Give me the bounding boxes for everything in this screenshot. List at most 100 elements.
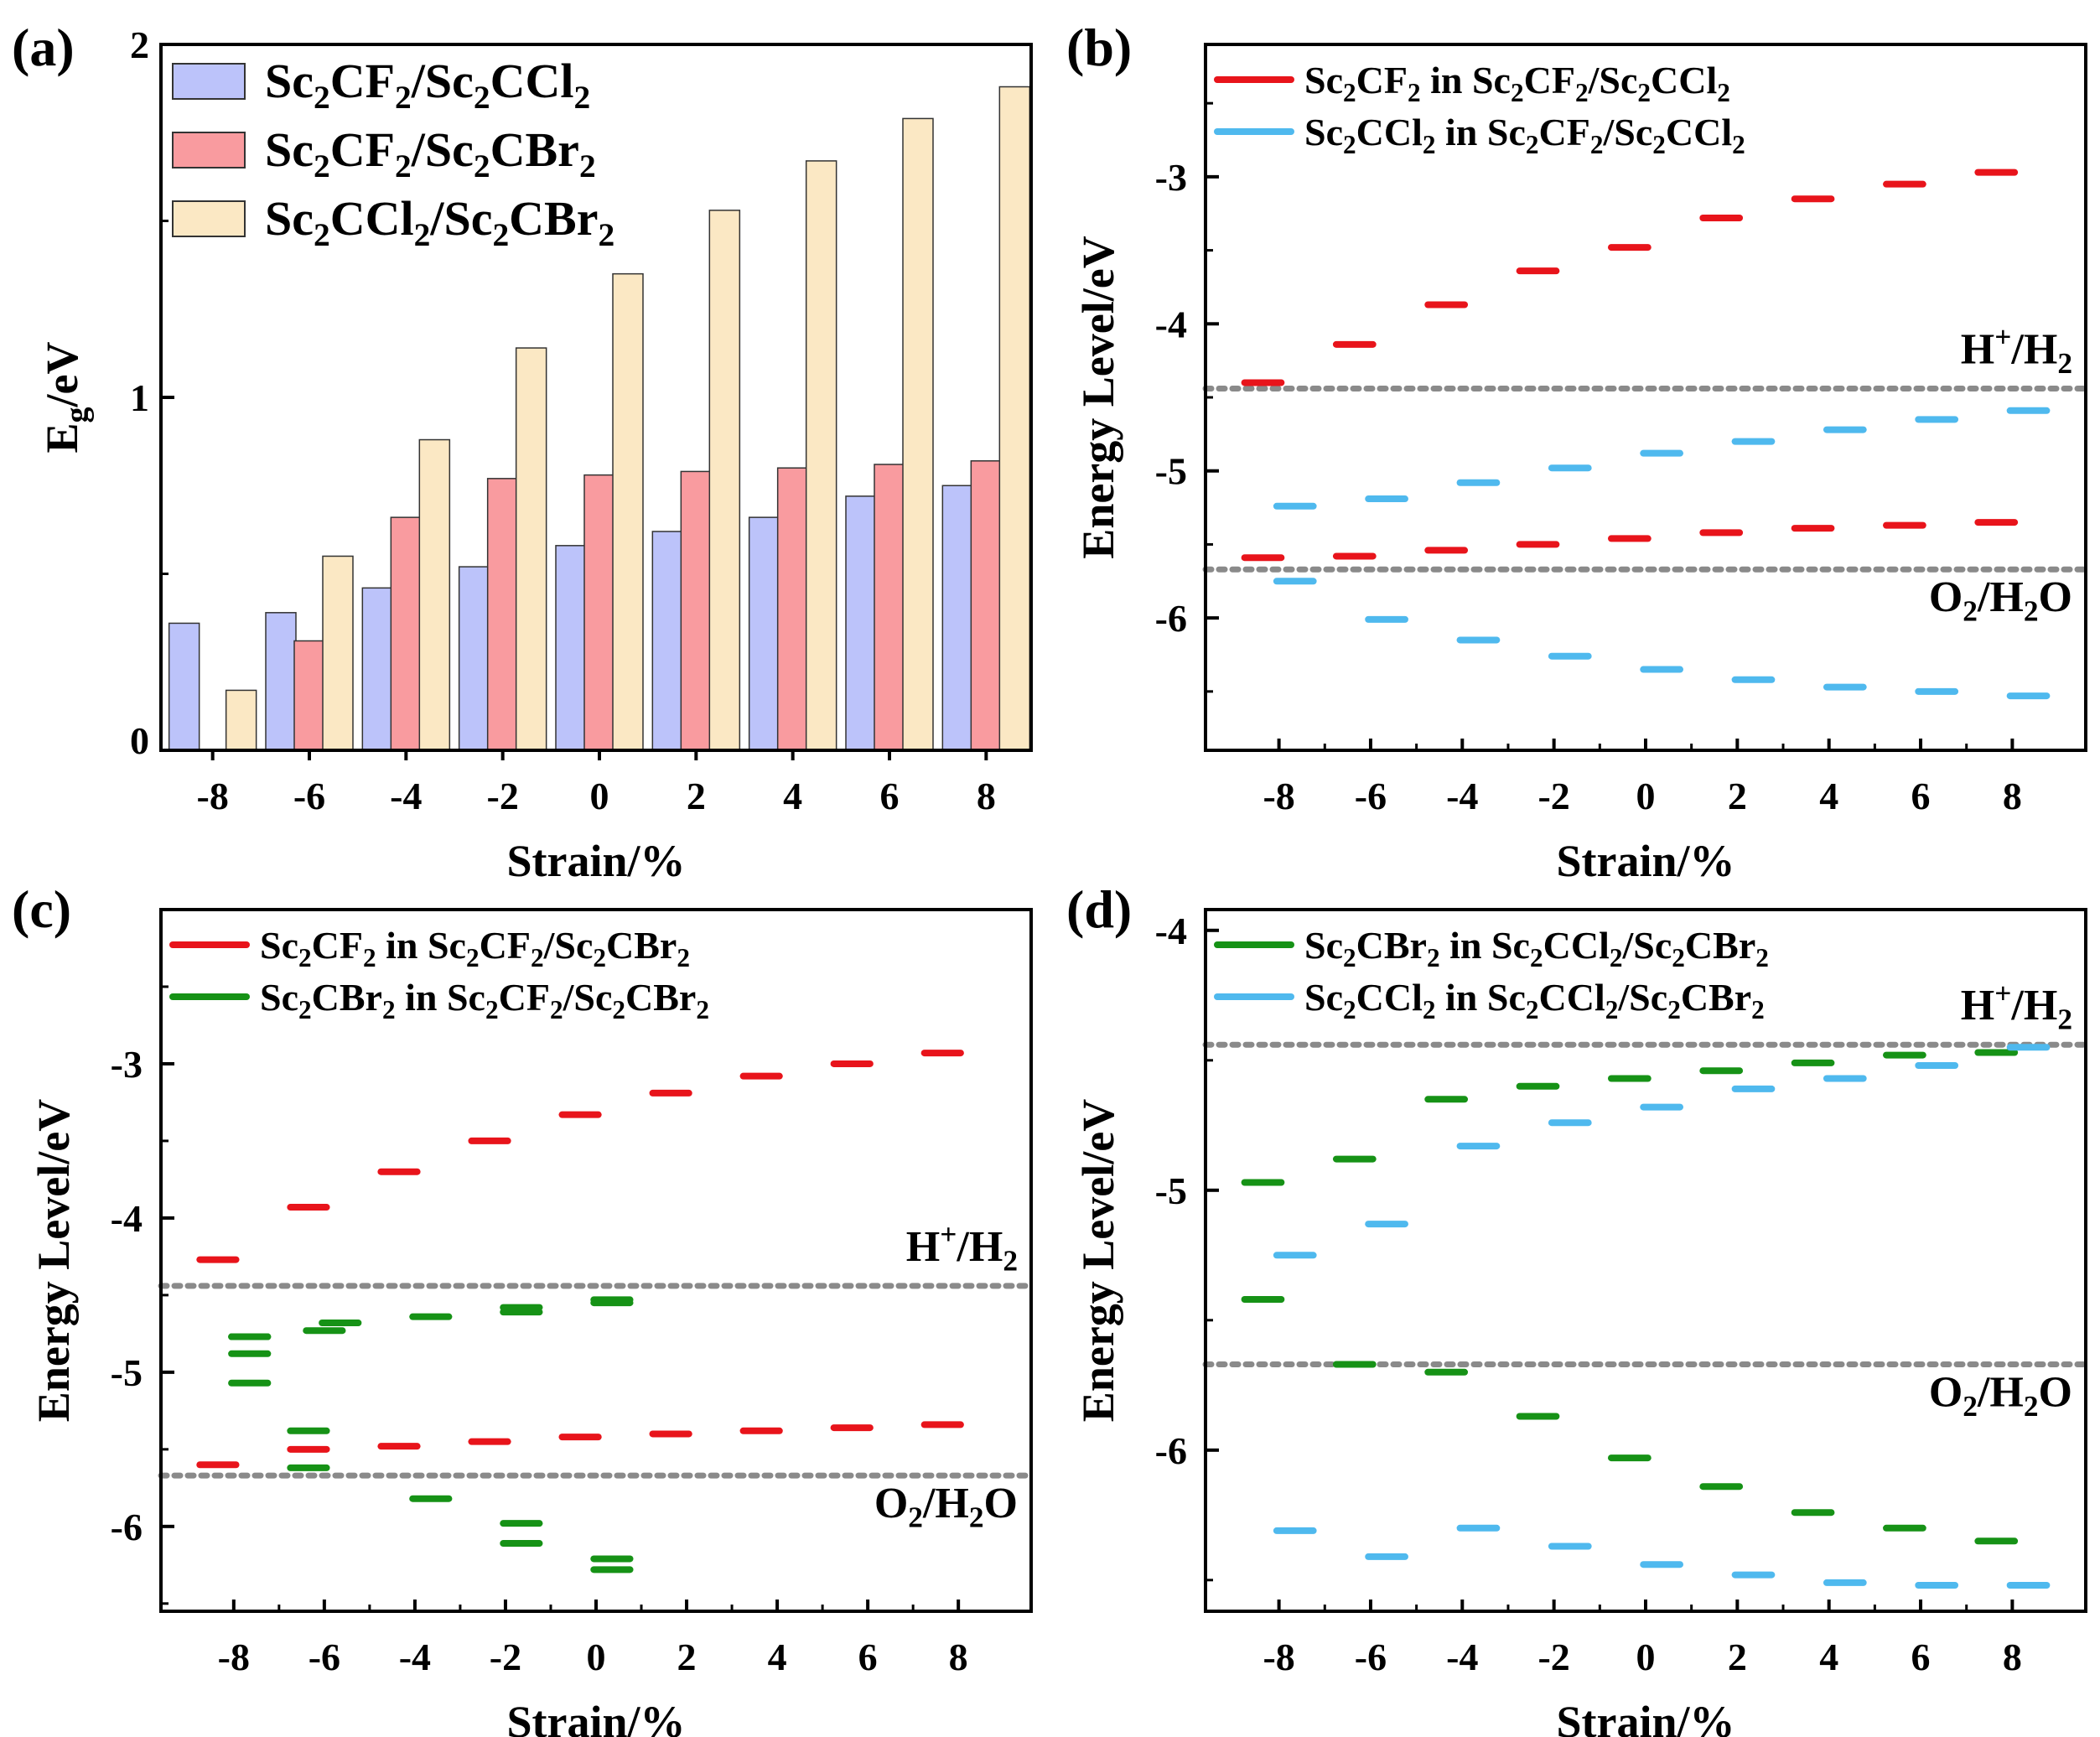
bar-series2-2	[418, 438, 451, 751]
legend-entry-text: Sc2​CCl2​ in Sc2​CCl2​/Sc2​CBr2​	[1304, 976, 1765, 1024]
reference-label-o2-h2o: O2​/H2​O	[1929, 573, 2072, 627]
panel-c-energy-level-chart: H+​/H2​ O2​/H2​O -3 -4 -5 -6 -8 -6 -4 -2 0 2 4 6 8 Ener…	[12, 879, 1034, 1737]
x-tick-label: 0	[1636, 775, 1656, 817]
y-tick-label: -6	[111, 1506, 143, 1548]
y-tick-label: -3	[111, 1043, 143, 1086]
x-tick-label: -2	[490, 1636, 521, 1678]
x-axis-label: Strain/%	[506, 1697, 685, 1737]
y-tick-label: -5	[1155, 450, 1187, 493]
svg-text:Eg/eV: Eg/eV	[37, 341, 95, 453]
reference-label-o2-h2o: O2​/H2​O	[874, 1480, 1018, 1533]
legend-entry-text: Sc2​CBr2​ in Sc2​CCl2​/Sc2​CBr2​	[1304, 924, 1769, 972]
bar-series0-5	[651, 531, 684, 751]
bar-series2-1	[322, 555, 354, 751]
x-tick-label: -6	[293, 775, 325, 817]
x-tick-label: 6	[858, 1636, 878, 1678]
legend-entry-text: Sc2​CCl2​/Sc2​CBr2​	[265, 191, 614, 253]
legend-swatch	[172, 63, 246, 100]
x-tick-label: 0	[587, 1636, 606, 1678]
x-tick-label: -8	[197, 775, 229, 817]
panel-label: (c)	[12, 879, 71, 939]
x-tick-label: 0	[590, 775, 609, 817]
panel-a-bandgap-bar-chart: 012-8-6-4-202468Eg/eVSc2​CF2​/Sc2​CCl2​S…	[12, 18, 1033, 886]
bar-series0-0	[168, 622, 200, 751]
bar-series1-5	[680, 470, 713, 751]
x-tick-label: -2	[1537, 1636, 1569, 1678]
panel-label: (b)	[1066, 18, 1132, 77]
legend-entry-text: Sc2​CF2​ in Sc2​CF2​/Sc2​CCl2​	[1304, 59, 1730, 107]
x-tick-label: 0	[1636, 1636, 1656, 1678]
bar-series2-6	[805, 160, 837, 751]
x-tick-label: 4	[1819, 1636, 1838, 1678]
panel-d-energy-level-chart: H+​/H2​ O2​/H2​O -4 -5 -6 -8 -6 -4 -2 0 2 4 6 8 Energy…	[1066, 879, 2089, 1737]
x-tick-label: 2	[1728, 1636, 1747, 1678]
reference-label-h-h2: H+​/H2​	[1961, 320, 2072, 380]
x-tick-label: 8	[977, 775, 996, 817]
x-axis-label: Strain/%	[1556, 1697, 1734, 1737]
x-tick-label: 4	[1819, 775, 1838, 817]
bar-series1-8	[970, 460, 1003, 751]
y-tick-label: 1	[130, 376, 149, 419]
legend-swatch	[172, 200, 246, 237]
x-tick-label: 4	[768, 1636, 787, 1678]
x-tick-label: -2	[487, 775, 519, 817]
x-tick-label: 6	[880, 775, 900, 817]
y-tick-label: -5	[1155, 1169, 1187, 1212]
x-tick-label: -8	[218, 1636, 250, 1678]
x-tick-label: 2	[1728, 775, 1747, 817]
y-tick-label: -4	[111, 1197, 143, 1240]
bar-series0-3	[458, 566, 490, 751]
panel-b-energy-level-chart: H+​/H2​ O2​/H2​O -3 -4 -5 -6 -8 -6 -4 -2 0 2 4 6 8 Ener…	[1066, 18, 2089, 886]
x-tick-label: -6	[1355, 775, 1387, 817]
x-tick-label: -6	[1355, 1636, 1387, 1678]
legend-entry-text: Sc2​CCl2​ in Sc2​CF2​/Sc2​CCl2​	[1304, 111, 1745, 159]
reference-label-h-h2: H+​/H2​	[1961, 976, 2072, 1035]
x-tick-label: 4	[783, 775, 802, 817]
panel-label: (d)	[1066, 879, 1132, 939]
bar-series0-8	[941, 485, 974, 751]
x-axis-label: Strain/%	[1556, 836, 1734, 886]
x-tick-label: 2	[677, 1636, 697, 1678]
panel-label: (a)	[12, 18, 75, 77]
bar-series0-4	[555, 545, 587, 751]
x-tick-label: 6	[1911, 775, 1931, 817]
legend-swatch	[172, 132, 246, 169]
x-axis-label: Strain/%	[506, 836, 685, 886]
x-tick-label: 8	[949, 1636, 968, 1678]
x-tick-label: -8	[1263, 1636, 1294, 1678]
bar-series2-0	[225, 689, 257, 751]
x-tick-label: -4	[1446, 1636, 1478, 1678]
x-tick-label: -4	[1446, 775, 1478, 817]
y-tick-label: -4	[1155, 910, 1187, 952]
bar-series2-5	[708, 210, 741, 751]
x-tick-label: -4	[399, 1636, 431, 1678]
reference-label-h-h2: H+​/H2​	[906, 1217, 1018, 1277]
bar-series1-7	[874, 464, 905, 751]
bar-series0-1	[265, 612, 297, 751]
y-tick-label: 0	[130, 719, 149, 762]
legend-entry-text: Sc2​CBr2​ in Sc2​CF2​/Sc2​CBr2​	[260, 976, 709, 1024]
reference-label-o2-h2o: O2​/H2​O	[1929, 1369, 2072, 1423]
bar-series1-4	[583, 474, 615, 751]
bar-series1-3	[486, 478, 519, 751]
x-tick-label: 8	[2003, 1636, 2022, 1678]
bar-series2-8	[998, 86, 1031, 751]
x-tick-label: -6	[309, 1636, 340, 1678]
legend-entry-text: Sc2​CF2​ in Sc2​CF2​/Sc2​CBr2​	[260, 924, 690, 972]
y-axis-label: Energy Level/eV	[29, 1099, 79, 1422]
bar-series2-4	[612, 272, 644, 751]
x-tick-label: 2	[687, 775, 706, 817]
y-tick-label: -6	[1155, 1429, 1187, 1472]
y-axis-label: Energy Level/eV	[1073, 236, 1123, 558]
bar-series1-1	[293, 640, 325, 751]
x-tick-label: 6	[1911, 1636, 1931, 1678]
bar-series1-6	[776, 467, 809, 751]
x-tick-label: -2	[1537, 775, 1569, 817]
bar-series2-3	[515, 347, 547, 751]
y-axis-label: Eg/eV	[37, 341, 95, 453]
x-tick-label: -4	[390, 775, 422, 817]
x-tick-label: -8	[1263, 775, 1294, 817]
y-tick-label: 2	[130, 23, 149, 66]
bar-series1-2	[390, 516, 423, 751]
